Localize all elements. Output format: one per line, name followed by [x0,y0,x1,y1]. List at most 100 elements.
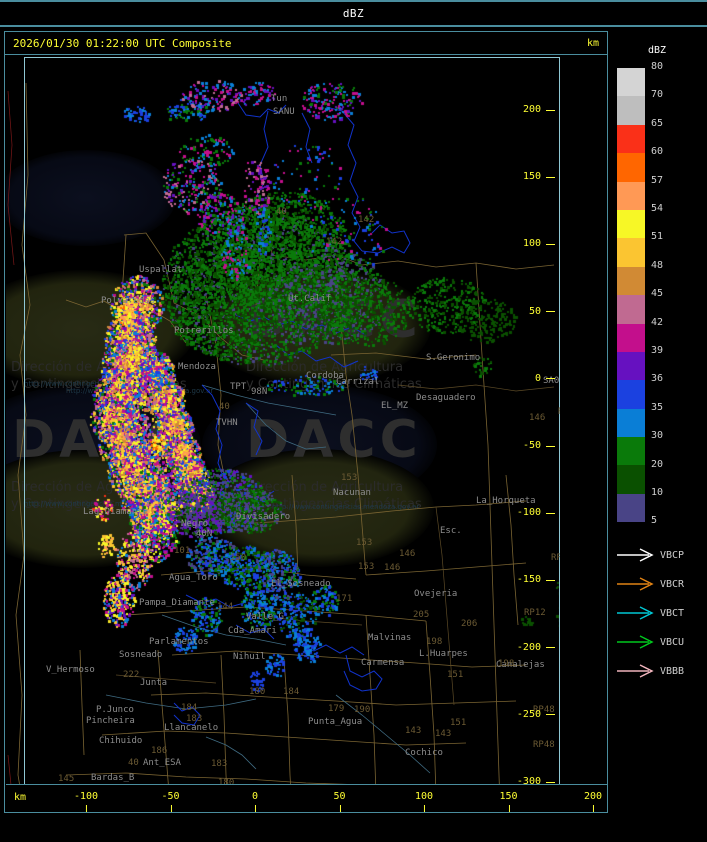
x-axis-unit-label: km [14,792,27,803]
colorbar-cell [617,238,645,267]
road-number-label: 40 [276,207,287,217]
wind-barb-arrow-icon [617,606,654,620]
road-number-label: 171 [336,594,353,604]
place-label: Canalejas [496,660,545,670]
y-axis-tick: 0 [535,373,555,384]
y-axis-tick: -150 [517,574,555,585]
place-label: Ut.Calif [288,294,332,304]
y-axis-tick: 100 [523,238,555,249]
colorbar-tick-label: 80 [651,61,664,72]
colorbar-tick-label: 20 [651,458,664,470]
road-number-label: 180 [218,778,235,788]
vector-legend-label: VBCT [660,607,685,619]
place-label: Junta [140,678,168,688]
wind-barb-arrow-icon [617,664,654,678]
radar-map-panel[interactable]: 2026/01/30 01:22:00 UTC Composite km DAC… [4,31,608,813]
road-number-label: 153 [356,538,373,548]
colorbar-cell [617,437,645,466]
y-axis-tick: 150 [523,171,555,182]
window-title-bar: dBZ [0,0,707,27]
road-number-label: 146 [399,549,416,559]
plot-frame [24,57,560,812]
y-axis-tick: -100 [517,507,555,518]
vector-legend-row[interactable]: VBBB [616,657,684,685]
road-number-label: 153 [358,562,375,572]
place-label: P.Junco [96,705,134,715]
place-label: Parlamentos [149,637,209,647]
colorbar-cell [617,96,645,125]
colorbar-cell [617,181,645,210]
vector-legend-label: VBBB [660,665,685,677]
road-number-label: 186 [151,746,168,756]
place-label: Pampa_Diamante [139,598,215,608]
road-number-label: 184 [181,703,198,713]
timestamp-row: 2026/01/30 01:22:00 UTC Composite km [5,32,607,55]
colorbar-tick-label: 48 [651,259,664,271]
y-axis-tick: 200 [523,104,555,115]
road-number-label: 151 [450,718,467,728]
place-label: Llancanelo [164,723,219,733]
road-number-label: 146 [384,563,401,573]
place-label: Ant_ESA [143,758,181,768]
place-label: Nacunan [333,488,371,498]
colorbar-tick-label: 5 [651,515,658,527]
road-number-label: 146 [529,413,546,423]
place-label: SANU [273,107,295,117]
place-label: S.Geronimo [426,353,481,363]
place-label: 98N [251,387,268,397]
place-label: Chihuido [99,736,143,746]
road-number-label: 206 [461,619,478,629]
place-label: Divisadero [236,512,291,522]
road-number-label: RP48 [533,705,555,715]
place-label: Esc. [440,526,462,536]
x-axis-tick: 100 [415,791,433,812]
road-number-label: RP3 [551,553,560,563]
road-number-label: 183 [186,714,203,724]
vector-legend-label: VBCP [660,549,685,561]
road-number-label: 143 [435,729,452,739]
road-number-label: RP12 [524,608,546,618]
road-number-label: 150 [230,553,247,563]
road-number-label: 183 [211,759,228,769]
place-label: Polvaredas [101,296,156,306]
vector-legend-row[interactable]: VBCP [616,541,684,569]
place-label: Cordoba [306,371,344,381]
colorbar-tick-label: 70 [651,89,664,101]
colorbar-tick-label: 45 [651,288,664,300]
road-number-label: RP3 [558,407,560,417]
colorbar-cell [617,493,645,523]
y-axis-unit-label: km [586,37,599,49]
place-label: Carrizal [336,377,380,387]
y-axis-tick: -300 [517,776,555,787]
y-axis-tick: -200 [517,642,555,653]
x-axis-tick: 200 [584,791,602,812]
vector-legend-row[interactable]: VBCT [616,599,684,627]
colorbar-cell [617,351,645,381]
road-number-label: 222 [123,670,140,680]
road-number-label: 143 [405,726,422,736]
place-label: Punta_Agua [308,717,363,727]
place-label: Tun [271,94,288,104]
colorbar-tick-label: 54 [651,203,664,214]
colorbar-cell [617,465,645,494]
x-axis-tick: -50 [161,791,180,812]
road-number-label: 142 [326,237,343,247]
colorbar-cell [617,380,645,409]
road-number-label: RP48 [533,740,555,750]
road-number-label: 179 [328,704,345,714]
road-number-label: 101 [174,546,191,556]
x-axis: km -100 -50 0 50 100 150 200 [6,784,607,812]
vector-legend-row[interactable]: VBCU [616,628,684,656]
vector-legend-row[interactable]: VBCR [616,570,684,598]
colorbar-strip[interactable] [617,68,645,523]
road-number-label: 190 [354,705,371,715]
place-label: Valle_G [246,612,284,622]
place-label: Mendoza [178,362,216,372]
road-number-label: 144 [217,602,234,612]
place-label: Potrerillos [174,326,234,336]
place-label: Cda_Amari [228,626,277,636]
road-number-label: 198 [426,637,443,647]
colorbar-tick-label: 51 [651,231,664,243]
page-title: dBZ [342,7,365,20]
y-axis: 200 150 100 50 0 -50 -100 -150 -200 -250 -300 [5,55,561,812]
